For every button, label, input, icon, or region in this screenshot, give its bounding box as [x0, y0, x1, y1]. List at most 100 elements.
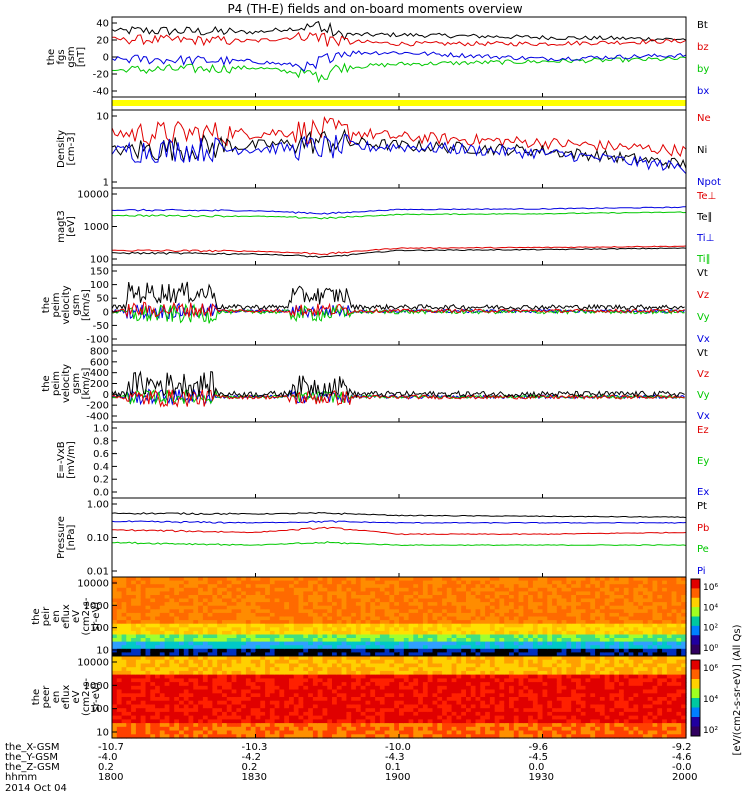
spectro-cell — [131, 595, 137, 600]
spectro-cell — [389, 623, 395, 628]
spectro-cell — [590, 659, 596, 664]
spectro-cell — [217, 652, 223, 657]
spectro-cell — [394, 693, 400, 698]
spectro-cell — [537, 638, 544, 643]
spectro-cell — [179, 697, 185, 702]
spectro-cell — [202, 598, 209, 603]
spectro-cell — [174, 648, 180, 653]
spectro-cell — [217, 627, 223, 632]
spectro-cell — [322, 609, 328, 614]
spectro-cell — [528, 723, 534, 728]
spectro-cell — [614, 648, 620, 653]
spectro-cell — [513, 598, 520, 603]
spectro-cell — [112, 700, 118, 705]
spectro-cell — [279, 726, 285, 732]
spectro-cell — [135, 620, 142, 625]
spectro-cell — [442, 663, 448, 668]
spectro-cell — [633, 595, 639, 600]
spectro-cell — [432, 711, 438, 717]
spectro-cell — [188, 726, 194, 732]
spectro-cell — [451, 609, 457, 614]
spectro-cell — [126, 678, 132, 683]
spectro-cell — [499, 609, 505, 614]
spectro-cell — [676, 630, 682, 636]
spectro-cell — [346, 708, 352, 713]
spectro-cell — [312, 685, 319, 691]
spectro-cell — [346, 719, 352, 724]
spectro-cell — [274, 726, 280, 732]
spectro-cell — [322, 670, 328, 676]
spectro-cell — [446, 656, 453, 661]
spectro-cell — [303, 734, 309, 739]
spectro-cell — [164, 634, 170, 639]
spectro-cell — [355, 697, 362, 702]
spectro-cell — [355, 700, 362, 705]
spectro-cell — [595, 605, 601, 610]
spectro-cell — [422, 711, 429, 717]
spectro-cell — [375, 682, 381, 687]
spectro-cell — [236, 697, 242, 702]
spectro-cell — [609, 708, 615, 713]
spectro-cell — [389, 719, 395, 724]
spectro-cell — [241, 670, 247, 676]
spectro-cell — [365, 580, 371, 585]
spectro-cell — [552, 598, 558, 603]
spectro-cell — [676, 577, 682, 582]
spectro-cell — [499, 667, 505, 672]
spectro-cell — [528, 641, 534, 646]
spectro-cell — [676, 580, 682, 585]
spectro-cell — [121, 598, 127, 603]
spectro-cell — [485, 723, 491, 728]
spectro-cell — [198, 587, 204, 592]
spectro-cell — [212, 659, 218, 664]
spectro-cell — [466, 605, 472, 610]
spectro-cell — [647, 634, 654, 639]
spectro-cell — [121, 587, 127, 592]
spectro-cell — [413, 652, 419, 657]
spectro-cell — [523, 663, 529, 668]
spectro-cell — [662, 612, 668, 618]
spectro-cell — [523, 689, 529, 694]
spectro-cell — [504, 697, 510, 702]
spectro-cell — [379, 663, 386, 668]
spectro-cell — [231, 630, 237, 636]
spectro-cell — [461, 700, 467, 705]
spectro-cell — [451, 623, 457, 628]
spectro-cell — [556, 708, 563, 713]
spectro-cell — [437, 726, 443, 732]
spectro-cell — [499, 641, 505, 646]
spectro-cell — [159, 667, 166, 672]
spectro-cell — [236, 580, 242, 585]
spectro-cell — [279, 682, 285, 687]
spectro-cell — [523, 645, 529, 650]
spectro-cell — [561, 730, 567, 735]
spectro-cell — [513, 678, 520, 683]
spectro-cell — [537, 648, 544, 653]
spectro-cell — [532, 627, 539, 632]
spectro-cell — [485, 623, 491, 628]
spectro-cell — [145, 648, 151, 653]
spectro-cell — [217, 630, 223, 636]
spectro-cell — [135, 584, 142, 589]
spectro-cell — [236, 591, 242, 596]
spectro-cell — [327, 591, 333, 596]
spectro-cell — [179, 577, 185, 582]
spectro-cell — [327, 577, 333, 582]
spectro-cell — [638, 648, 644, 653]
spectro-cell — [284, 682, 290, 687]
spectro-cell — [274, 730, 280, 735]
spectro-cell — [413, 648, 419, 653]
spectro-cell — [547, 734, 553, 739]
spectro-cell — [375, 663, 381, 668]
spectro-cell — [532, 595, 539, 600]
spectro-cell — [394, 609, 400, 614]
spectro-cell — [666, 638, 673, 643]
spectro-cell — [303, 682, 309, 687]
spectro-cell — [312, 667, 319, 672]
spectro-cell — [427, 723, 434, 728]
spectro-cell — [174, 689, 180, 694]
spectro-cell — [623, 623, 630, 628]
spectro-cell — [293, 656, 300, 661]
spectro-cell — [250, 689, 257, 694]
spectro-cell — [466, 641, 472, 646]
